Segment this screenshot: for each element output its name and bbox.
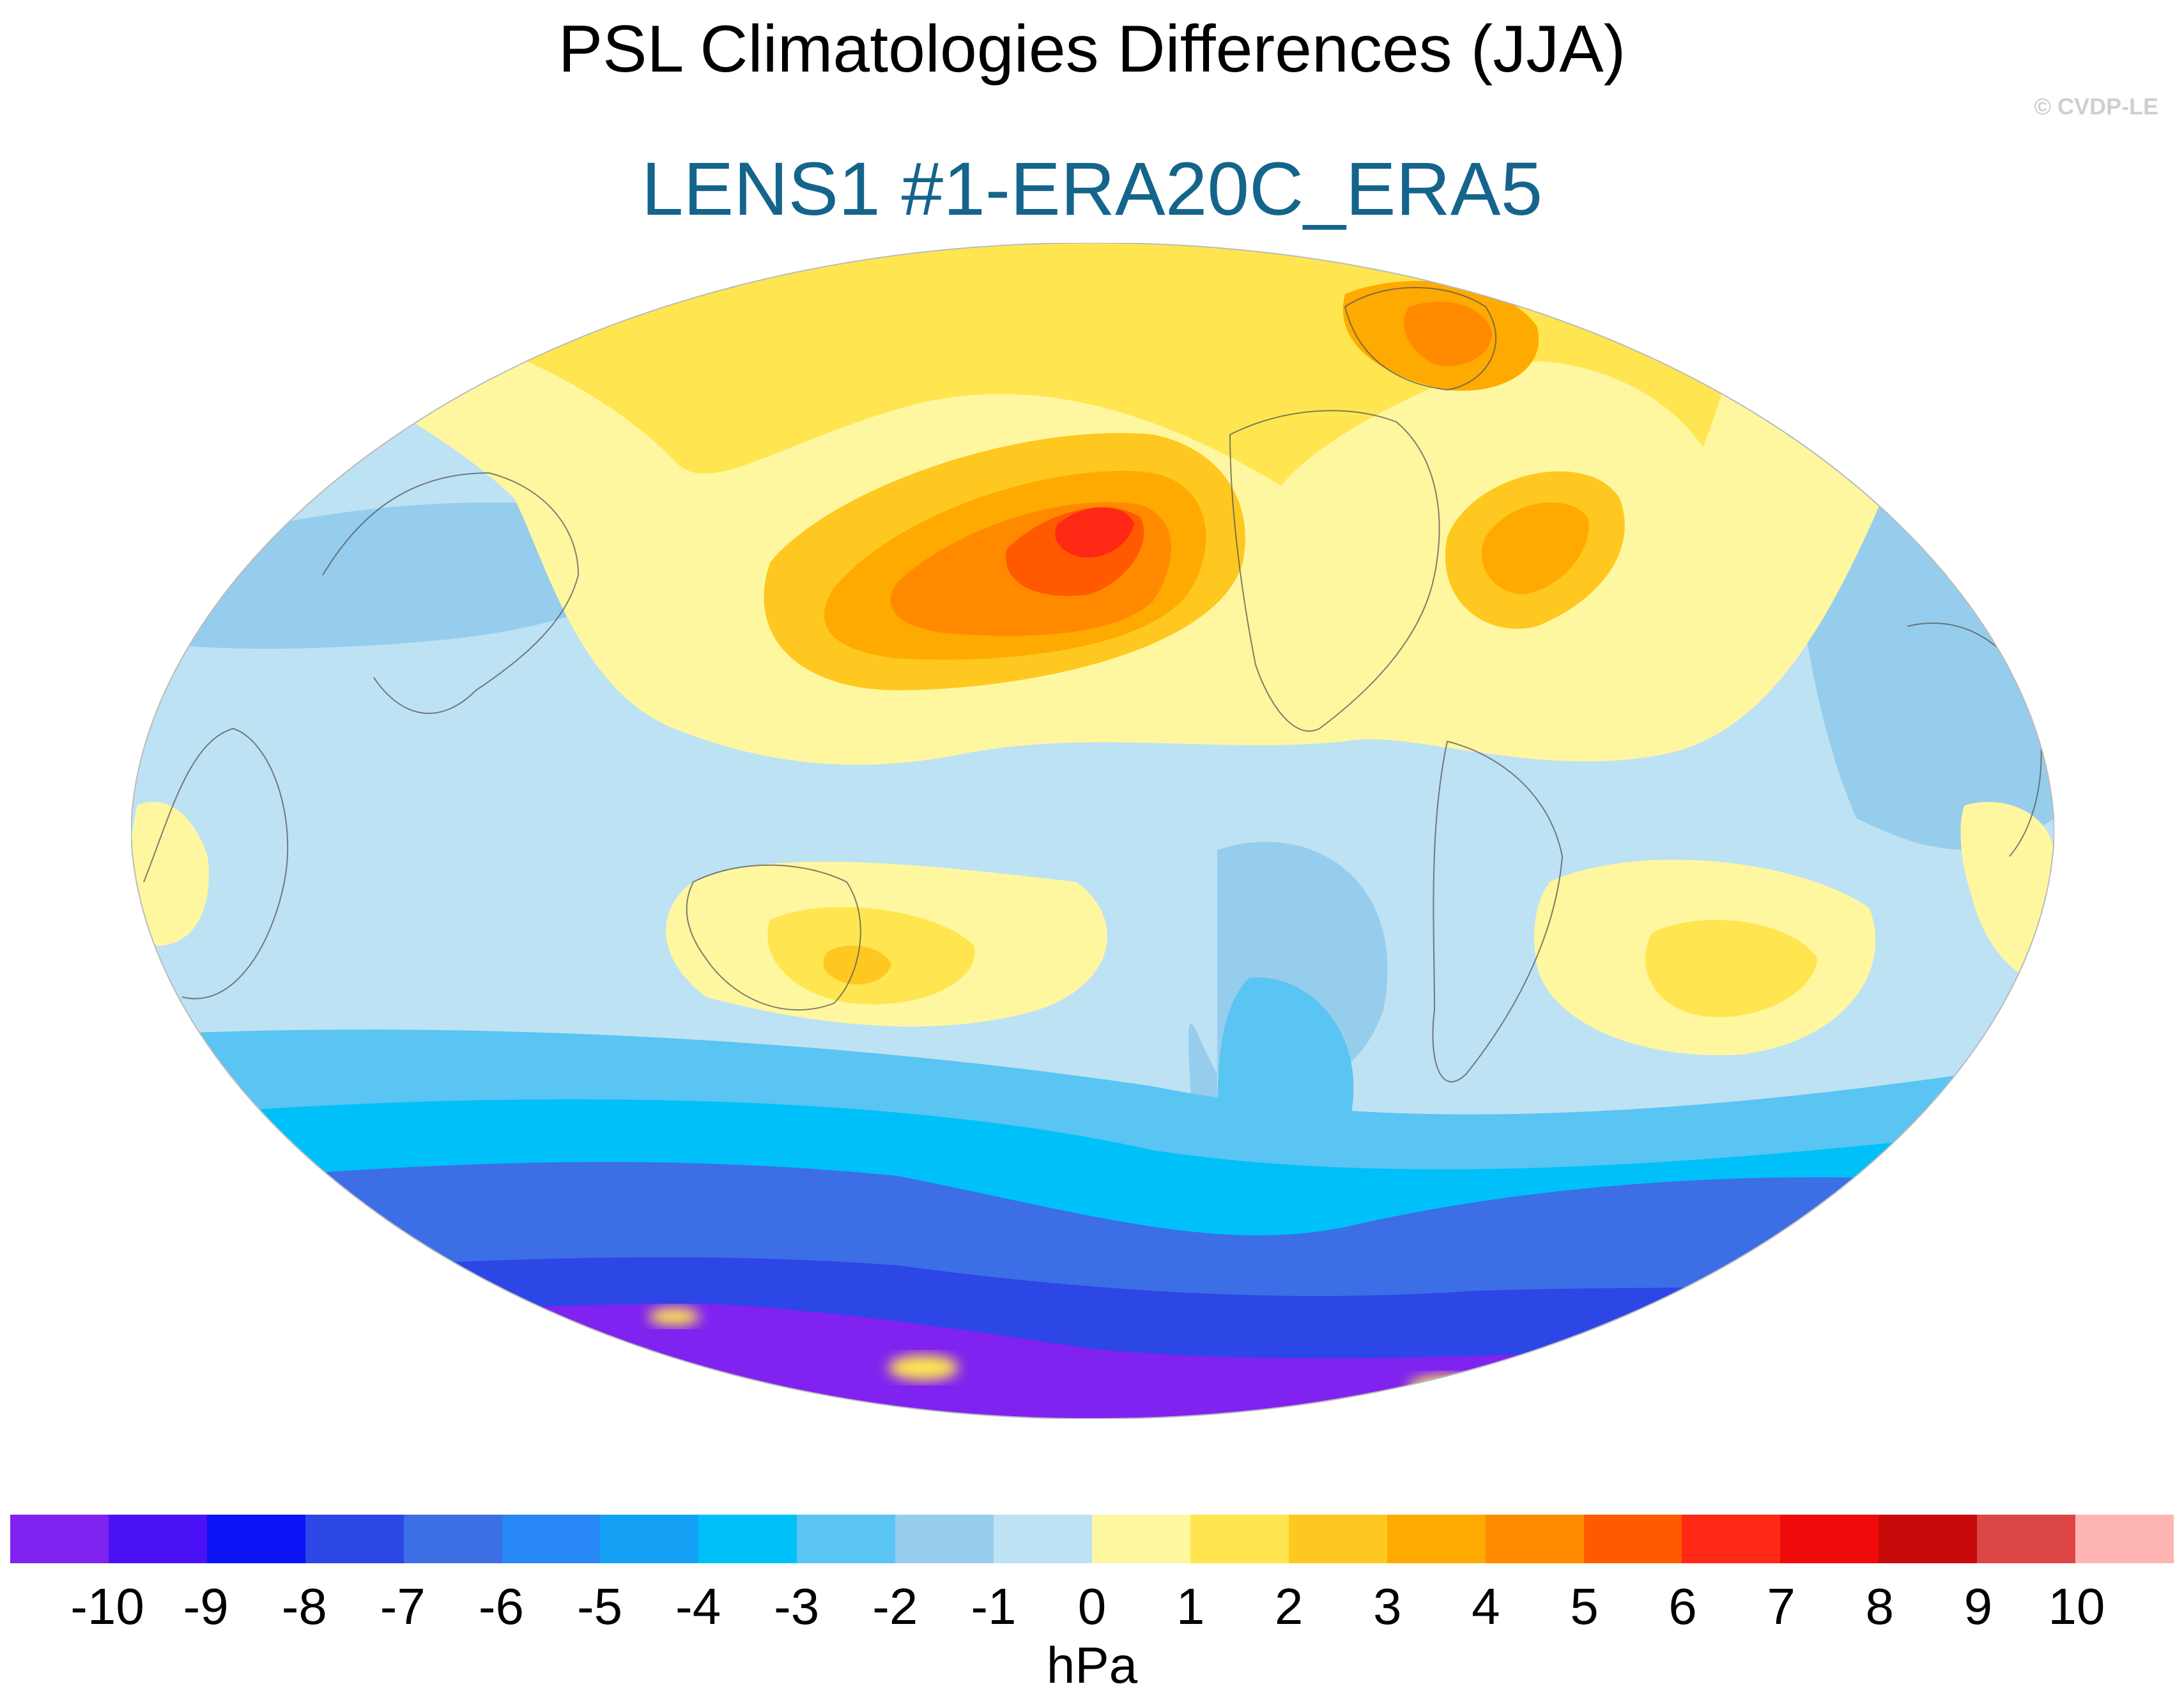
colorbar-units: hPa	[1046, 1637, 1138, 1694]
colorbar-segment	[206, 1515, 305, 1563]
colorbar-tick-label: 5	[1570, 1578, 1599, 1635]
colorbar-segment	[1190, 1515, 1289, 1563]
east-africa-anomaly	[1960, 801, 2054, 984]
colorbar-tick-label: 4	[1472, 1578, 1500, 1635]
colorbar-tick-label: -9	[183, 1578, 229, 1635]
chart-title: PSL Climatologies Differences (JJA)	[558, 12, 1626, 86]
colorbar-tick-label: -2	[872, 1578, 918, 1635]
antarctic-warm-spot	[888, 1355, 958, 1380]
colorbar-segment	[305, 1515, 404, 1563]
colorbar-tick-label: -4	[675, 1578, 721, 1635]
colorbar-tick-label: 8	[1865, 1578, 1894, 1635]
colorbar-segment	[1682, 1515, 1781, 1563]
chart-subtitle: LENS1 #1-ERA20C_ERA5	[641, 147, 1543, 231]
colorbar-segment	[797, 1515, 896, 1563]
australia-anomaly	[823, 945, 891, 985]
colorbar-tick-label: 10	[2048, 1578, 2105, 1635]
colorbar-tick-label: -8	[281, 1578, 327, 1635]
colorbar-tick-label: -1	[971, 1578, 1017, 1635]
colorbar-segment	[1091, 1515, 1190, 1563]
antarctic-warm-spot	[1409, 1375, 1486, 1398]
greenland-outline	[1344, 287, 1497, 391]
colorbar-tick-label: 1	[1176, 1578, 1205, 1635]
south-atlantic-anomaly	[1645, 920, 1818, 1017]
colorbar-segment	[1288, 1515, 1387, 1563]
colorbar	[9, 1513, 2175, 1565]
colorbar-segment	[895, 1515, 994, 1563]
north-atlantic-anomaly	[1481, 502, 1589, 594]
colorbar-tick-label: -6	[478, 1578, 525, 1635]
colorbar-segment	[108, 1515, 207, 1563]
colorbar-tick-label: 2	[1274, 1578, 1303, 1635]
colorbar-segment	[403, 1515, 502, 1563]
colorbar-segment	[698, 1515, 797, 1563]
asia-outline	[322, 472, 580, 715]
greenland-anomaly	[1404, 302, 1492, 366]
colorbar-tick-label: -7	[380, 1578, 426, 1635]
colorbar-tick-label: -10	[70, 1578, 144, 1635]
north-america-outline	[1229, 410, 1440, 732]
colorbar-tick-label: 0	[1077, 1578, 1107, 1635]
colorbar-segment	[1583, 1515, 1682, 1563]
southern-africa-anomaly	[131, 801, 209, 946]
colorbar-tick-label: 9	[1964, 1578, 1993, 1635]
colorbar-segment	[2075, 1515, 2174, 1563]
colorbar-segment	[1485, 1515, 1584, 1563]
credit-watermark: © CVDP-LE	[2034, 93, 2158, 120]
colorbar-segment	[502, 1515, 601, 1563]
colorbar-segment	[994, 1515, 1092, 1563]
colorbar-tick-label: 6	[1668, 1578, 1697, 1635]
colorbar-tick-label: 3	[1373, 1578, 1402, 1635]
colorbar-ticks: -10 -9 -8 -7 -6 -5 -4 -3 -2 -1 0 1 2 3 4 5 6 7 8 9 10	[9, 1577, 2175, 1641]
colorbar-tick-label: 7	[1767, 1578, 1796, 1635]
colorbar-tick-label: -3	[774, 1578, 820, 1635]
colorbar-segment	[1387, 1515, 1486, 1563]
colorbar-segment	[600, 1515, 699, 1563]
colorbar-segment	[10, 1515, 109, 1563]
colorbar-segment	[1879, 1515, 1978, 1563]
antarctic-warm-spot	[649, 1308, 700, 1325]
africa-outline	[143, 727, 289, 1000]
colorbar-segment	[1977, 1515, 2076, 1563]
south-pacific-cool-tongue	[1217, 977, 1354, 1138]
colorbar-tick-label: -5	[576, 1578, 623, 1635]
south-america-outline	[1432, 740, 1564, 1083]
australia-outline	[686, 864, 861, 1011]
north-pacific-high-anomaly	[1055, 507, 1134, 558]
global-map	[131, 243, 2054, 1419]
coastlines	[143, 287, 2042, 1083]
colorbar-segment	[1780, 1515, 1879, 1563]
globe-border	[131, 243, 2054, 1419]
